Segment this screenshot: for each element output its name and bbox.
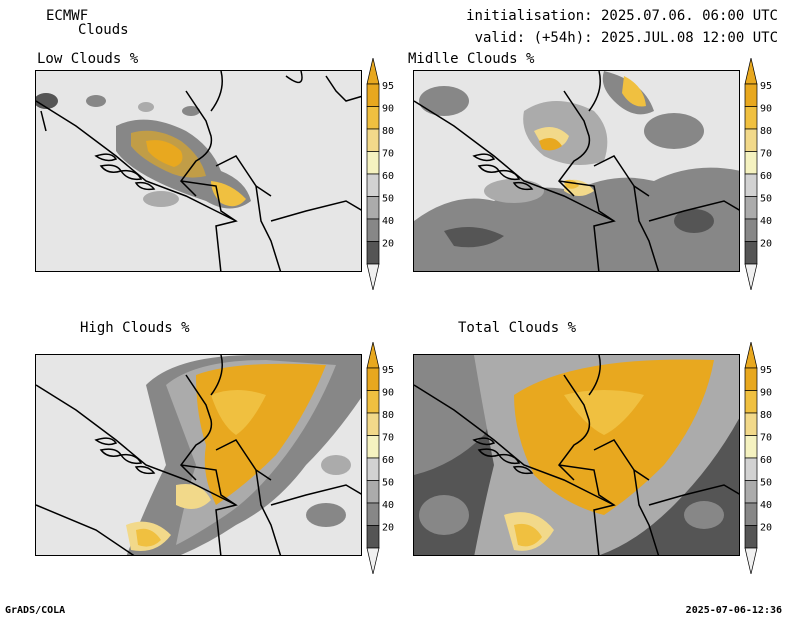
colorbar-segment (366, 218, 380, 242)
colorbar-top-arrow (366, 342, 380, 369)
cloud-field-total (414, 355, 739, 555)
colorbar-bottom-arrow (366, 547, 380, 574)
colorbar-level-label: 90 (760, 388, 772, 399)
borders-high (36, 355, 361, 555)
panel-title-low: Low Clouds % (37, 51, 139, 67)
colorbar-level-label: 20 (760, 239, 772, 250)
colorbar-level-label: 40 (760, 216, 772, 227)
colorbar-level-label: 90 (382, 388, 394, 399)
panel-title-high: High Clouds % (80, 320, 190, 336)
colorbar-segment (366, 390, 380, 414)
panel-title-total: Total Clouds % (458, 320, 577, 336)
colorbar-segment (366, 241, 380, 265)
map-total-clouds (413, 354, 740, 556)
colorbar-segment (366, 435, 380, 459)
colorbar-segment (366, 502, 380, 526)
init-time: initialisation: 2025.07.06. 06:00 UTC (466, 8, 778, 24)
footer-timestamp: 2025-07-06-12:36 (685, 605, 782, 616)
colorbar-middle: 95 90 80 70 60 50 40 20 (742, 58, 782, 290)
panel-title-middle: Midlle Clouds % (408, 51, 535, 67)
colorbar-total: 95 90 80 70 60 50 40 20 (742, 342, 782, 574)
colorbar-level-label: 80 (382, 410, 394, 421)
colorbar-level-label: 50 (760, 478, 772, 489)
colorbar-segment (366, 525, 380, 549)
colorbar-segment (744, 218, 758, 242)
colorbar-level-label: 50 (382, 194, 394, 205)
colorbar-level-label: 95 (760, 365, 772, 376)
colorbar-level-label: 95 (382, 81, 394, 92)
colorbar-level-label: 70 (382, 433, 394, 444)
colorbar-segment (744, 241, 758, 265)
colorbar-segment (366, 367, 380, 391)
colorbar-bottom-arrow (366, 263, 380, 290)
colorbar-level-label: 70 (382, 149, 394, 160)
map-low-clouds (35, 70, 362, 272)
colorbar-level-label: 40 (382, 500, 394, 511)
colorbar-segment (744, 367, 758, 391)
colorbar-segment (366, 480, 380, 504)
colorbar-bottom-arrow (744, 263, 758, 290)
colorbar-level-label: 70 (760, 433, 772, 444)
colorbar-segment (366, 196, 380, 220)
colorbar-level-label: 20 (382, 523, 394, 534)
model-label: ECMWF (46, 8, 89, 24)
colorbar-level-label: 60 (760, 171, 772, 182)
colorbar-level-label: 90 (760, 104, 772, 115)
product-label: Clouds (78, 22, 129, 38)
colorbar-level-label: 95 (760, 81, 772, 92)
colorbar-segment (744, 390, 758, 414)
cloud-field-high (126, 355, 361, 555)
colorbar-segment (366, 151, 380, 175)
borders-low (36, 71, 361, 271)
colorbar-level-label: 50 (760, 194, 772, 205)
colorbar-level-label: 60 (382, 455, 394, 466)
colorbar-level-label: 70 (760, 149, 772, 160)
colorbar-segment (744, 525, 758, 549)
colorbar-segment (366, 128, 380, 152)
colorbar-segment (366, 457, 380, 481)
colorbar-segment (366, 83, 380, 107)
colorbar-segment (366, 412, 380, 436)
colorbar-level-label: 60 (760, 455, 772, 466)
colorbar-top-arrow (744, 342, 758, 369)
colorbar-segment (744, 196, 758, 220)
cloud-field-low (36, 93, 251, 209)
borders-total (414, 355, 739, 555)
colorbar-level-label: 40 (382, 216, 394, 227)
cloud-field-middle (414, 71, 739, 271)
map-high-clouds (35, 354, 362, 556)
valid-time: valid: (+54h): 2025.JUL.08 12:00 UTC (474, 30, 778, 46)
colorbar-segment (744, 128, 758, 152)
colorbar-segment (744, 457, 758, 481)
colorbar-level-label: 40 (760, 500, 772, 511)
colorbar-segment (744, 106, 758, 130)
colorbar-segment (744, 480, 758, 504)
colorbar-high: 95 90 80 70 60 50 40 20 (364, 342, 404, 574)
colorbar-segment (744, 412, 758, 436)
colorbar-level-label: 20 (760, 523, 772, 534)
colorbar-level-label: 95 (382, 365, 394, 376)
colorbar-segment (366, 173, 380, 197)
footer-software: GrADS/COLA (5, 605, 66, 616)
colorbar-top-arrow (366, 58, 380, 85)
colorbar-level-label: 80 (382, 126, 394, 137)
colorbar-segment (366, 106, 380, 130)
borders-middle (414, 71, 739, 271)
colorbar-level-label: 80 (760, 410, 772, 421)
colorbar-level-label: 20 (382, 239, 394, 250)
map-middle-clouds (413, 70, 740, 272)
colorbar-segment (744, 173, 758, 197)
colorbar-level-label: 50 (382, 478, 394, 489)
colorbar-level-label: 60 (382, 171, 394, 182)
colorbar-segment (744, 435, 758, 459)
colorbar-top-arrow (744, 58, 758, 85)
colorbar-segment (744, 83, 758, 107)
colorbar-bottom-arrow (744, 547, 758, 574)
colorbar-low: 95 90 80 70 60 50 40 20 (364, 58, 404, 290)
colorbar-level-label: 90 (382, 104, 394, 115)
colorbar-level-label: 80 (760, 126, 772, 137)
colorbar-segment (744, 502, 758, 526)
colorbar-segment (744, 151, 758, 175)
